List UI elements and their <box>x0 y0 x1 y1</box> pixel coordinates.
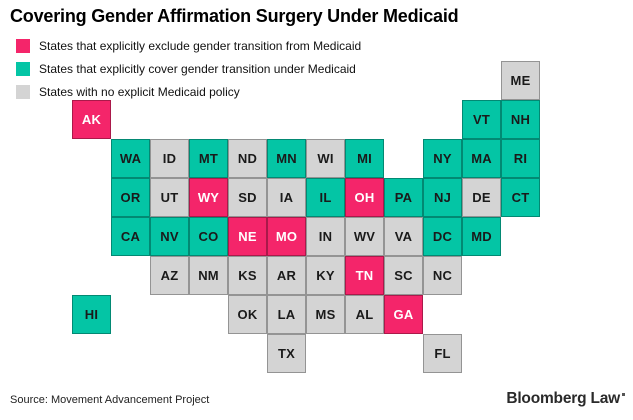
state-tile-il: IL <box>306 178 345 217</box>
state-tile-or: OR <box>111 178 150 217</box>
state-tile-hi: HI <box>72 295 111 334</box>
state-tile-ar: AR <box>267 256 306 295</box>
legend-item-exclude: States that explicitly exclude gender tr… <box>16 38 361 53</box>
state-tile-dc: DC <box>423 217 462 256</box>
state-tile-nj: NJ <box>423 178 462 217</box>
state-tile-ne: NE <box>228 217 267 256</box>
state-tile-sd: SD <box>228 178 267 217</box>
state-tile-wv: WV <box>345 217 384 256</box>
state-tile-ms: MS <box>306 295 345 334</box>
state-tile-nc: NC <box>423 256 462 295</box>
state-tile-pa: PA <box>384 178 423 217</box>
state-tile-co: CO <box>189 217 228 256</box>
state-tile-wa: WA <box>111 139 150 178</box>
state-tile-oh: OH <box>345 178 384 217</box>
legend-label: States with no explicit Medicaid policy <box>39 84 240 99</box>
legend-label: States that explicitly cover gender tran… <box>39 61 356 76</box>
source-text: Source: Movement Advancement Project <box>10 394 210 406</box>
state-tile-ca: CA <box>111 217 150 256</box>
state-tile-ri: RI <box>501 139 540 178</box>
state-tile-ga: GA <box>384 295 423 334</box>
state-tile-nv: NV <box>150 217 189 256</box>
state-tile-wi: WI <box>306 139 345 178</box>
state-tile-me: ME <box>501 61 540 100</box>
state-tile-al: AL <box>345 295 384 334</box>
state-tile-ky: KY <box>306 256 345 295</box>
trademark-icon <box>622 393 625 396</box>
state-tile-vt: VT <box>462 100 501 139</box>
state-tile-mo: MO <box>267 217 306 256</box>
legend-item-none: States with no explicit Medicaid policy <box>16 84 361 99</box>
state-tile-ak: AK <box>72 100 111 139</box>
state-tile-md: MD <box>462 217 501 256</box>
state-tile-nh: NH <box>501 100 540 139</box>
bloomberg-law-logo: Bloomberg Law <box>506 390 625 408</box>
state-tile-ia: IA <box>267 178 306 217</box>
state-tile-sc: SC <box>384 256 423 295</box>
legend-item-cover: States that explicitly cover gender tran… <box>16 61 361 76</box>
state-tile-mt: MT <box>189 139 228 178</box>
bloomberg-law-logo-text: Bloomberg Law <box>506 390 620 407</box>
state-tile-va: VA <box>384 217 423 256</box>
state-tile-nd: ND <box>228 139 267 178</box>
legend-swatch-cover-icon <box>16 61 30 76</box>
state-tile-ny: NY <box>423 139 462 178</box>
chart-title: Covering Gender Affirmation Surgery Unde… <box>10 6 459 26</box>
state-tile-ok: OK <box>228 295 267 334</box>
state-tile-ma: MA <box>462 139 501 178</box>
state-tile-ut: UT <box>150 178 189 217</box>
legend-label: States that explicitly exclude gender tr… <box>39 38 362 53</box>
state-tile-la: LA <box>267 295 306 334</box>
state-tile-nm: NM <box>189 256 228 295</box>
legend-swatch-none-icon <box>16 84 30 99</box>
state-tile-tn: TN <box>345 256 384 295</box>
state-tile-tx: TX <box>267 334 306 373</box>
state-tile-mi: MI <box>345 139 384 178</box>
legend: States that explicitly exclude gender tr… <box>16 38 361 107</box>
state-tile-de: DE <box>462 178 501 217</box>
legend-swatch-exclude-icon <box>16 38 30 53</box>
state-tile-ct: CT <box>501 178 540 217</box>
state-tile-ks: KS <box>228 256 267 295</box>
state-tile-mn: MN <box>267 139 306 178</box>
state-tile-wy: WY <box>189 178 228 217</box>
state-tile-az: AZ <box>150 256 189 295</box>
state-tile-in: IN <box>306 217 345 256</box>
state-tile-id: ID <box>150 139 189 178</box>
state-tile-fl: FL <box>423 334 462 373</box>
